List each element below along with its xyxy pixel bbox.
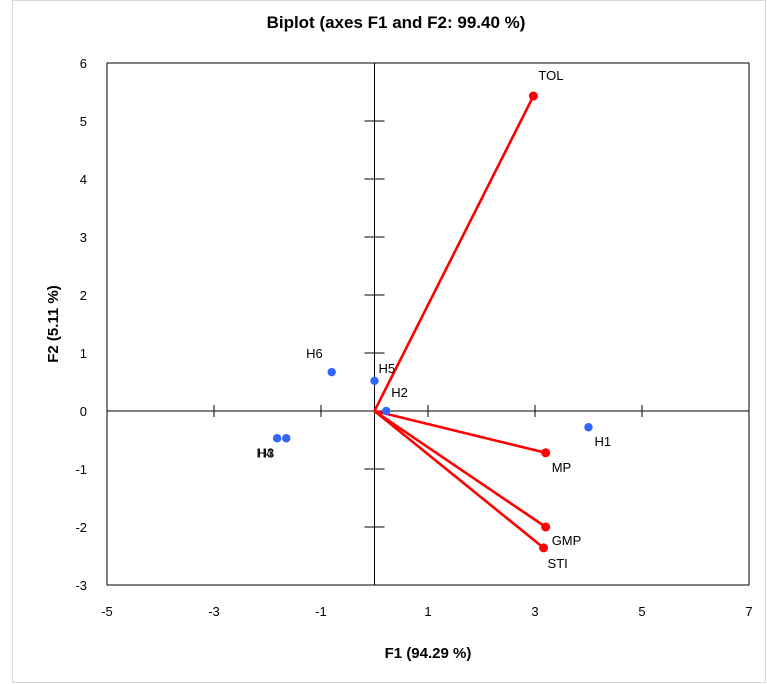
variable-vectors: TOL MP GMP STI [373,68,582,571]
vector-point-tol [528,91,538,101]
x-tick-label: -1 [315,604,327,619]
y-tick-label: 1 [80,346,87,361]
observation-label-h2: H2 [391,385,408,400]
vector-line-sti [373,409,545,550]
vector-point-mp [541,448,551,458]
y-tick-label: 5 [80,114,87,129]
y-tick-label: 2 [80,288,87,303]
x-tick-label: -5 [101,604,113,619]
chart-frame [12,0,766,683]
observation-point-h5 [370,376,379,386]
observation-label-h3: H3 [258,445,275,460]
y-tick-label: 6 [80,56,87,71]
y-axis-label: F2 (5.11 %) [45,285,62,363]
y-tick-label: 0 [80,404,87,419]
y-tick-label: -2 [75,520,87,535]
observation-label-h5: H5 [379,361,396,376]
vector-line-mp [373,409,548,455]
vector-label-sti: STI [548,556,568,571]
x-tick-label: 3 [531,604,538,619]
vector-label-gmp: GMP [552,533,582,548]
y-tick-label: -1 [75,462,87,477]
vector-label-mp: MP [552,460,572,475]
x-tick-label: -3 [208,604,220,619]
x-axis-label: F1 (94.29 %) [385,645,472,662]
observation-label-h4: H4 [257,445,274,460]
x-tick-label: 1 [424,604,431,619]
vector-line-tol [373,94,535,413]
vector-point-gmp [541,522,551,532]
y-tick-label: 3 [80,230,87,245]
observation-label-h1: H1 [595,434,612,449]
observation-point-h4 [272,434,282,443]
y-tick-label: -3 [75,578,87,593]
axes-layer [106,62,750,586]
vector-point-sti [539,543,549,553]
observation-point-h1 [584,423,593,432]
x-tick-label: 5 [638,604,645,619]
observation-point-h2 [382,406,391,416]
observation-label-h6: H6 [306,346,323,361]
observation-point-h3 [282,434,291,443]
x-tick-label: 7 [745,604,752,619]
plot-area [106,62,750,586]
vector-label-tol: TOL [538,68,563,83]
observation-point-h6 [327,367,336,377]
tick-labels: -5 -3 -1 1 3 5 7 -3 -2 -1 0 1 2 3 4 5 6 [75,56,752,619]
vector-line-gmp [373,409,548,529]
chart-title: Biplot (axes F1 and F2: 99.40 %) [267,13,526,32]
y-tick-label: 4 [80,172,87,187]
